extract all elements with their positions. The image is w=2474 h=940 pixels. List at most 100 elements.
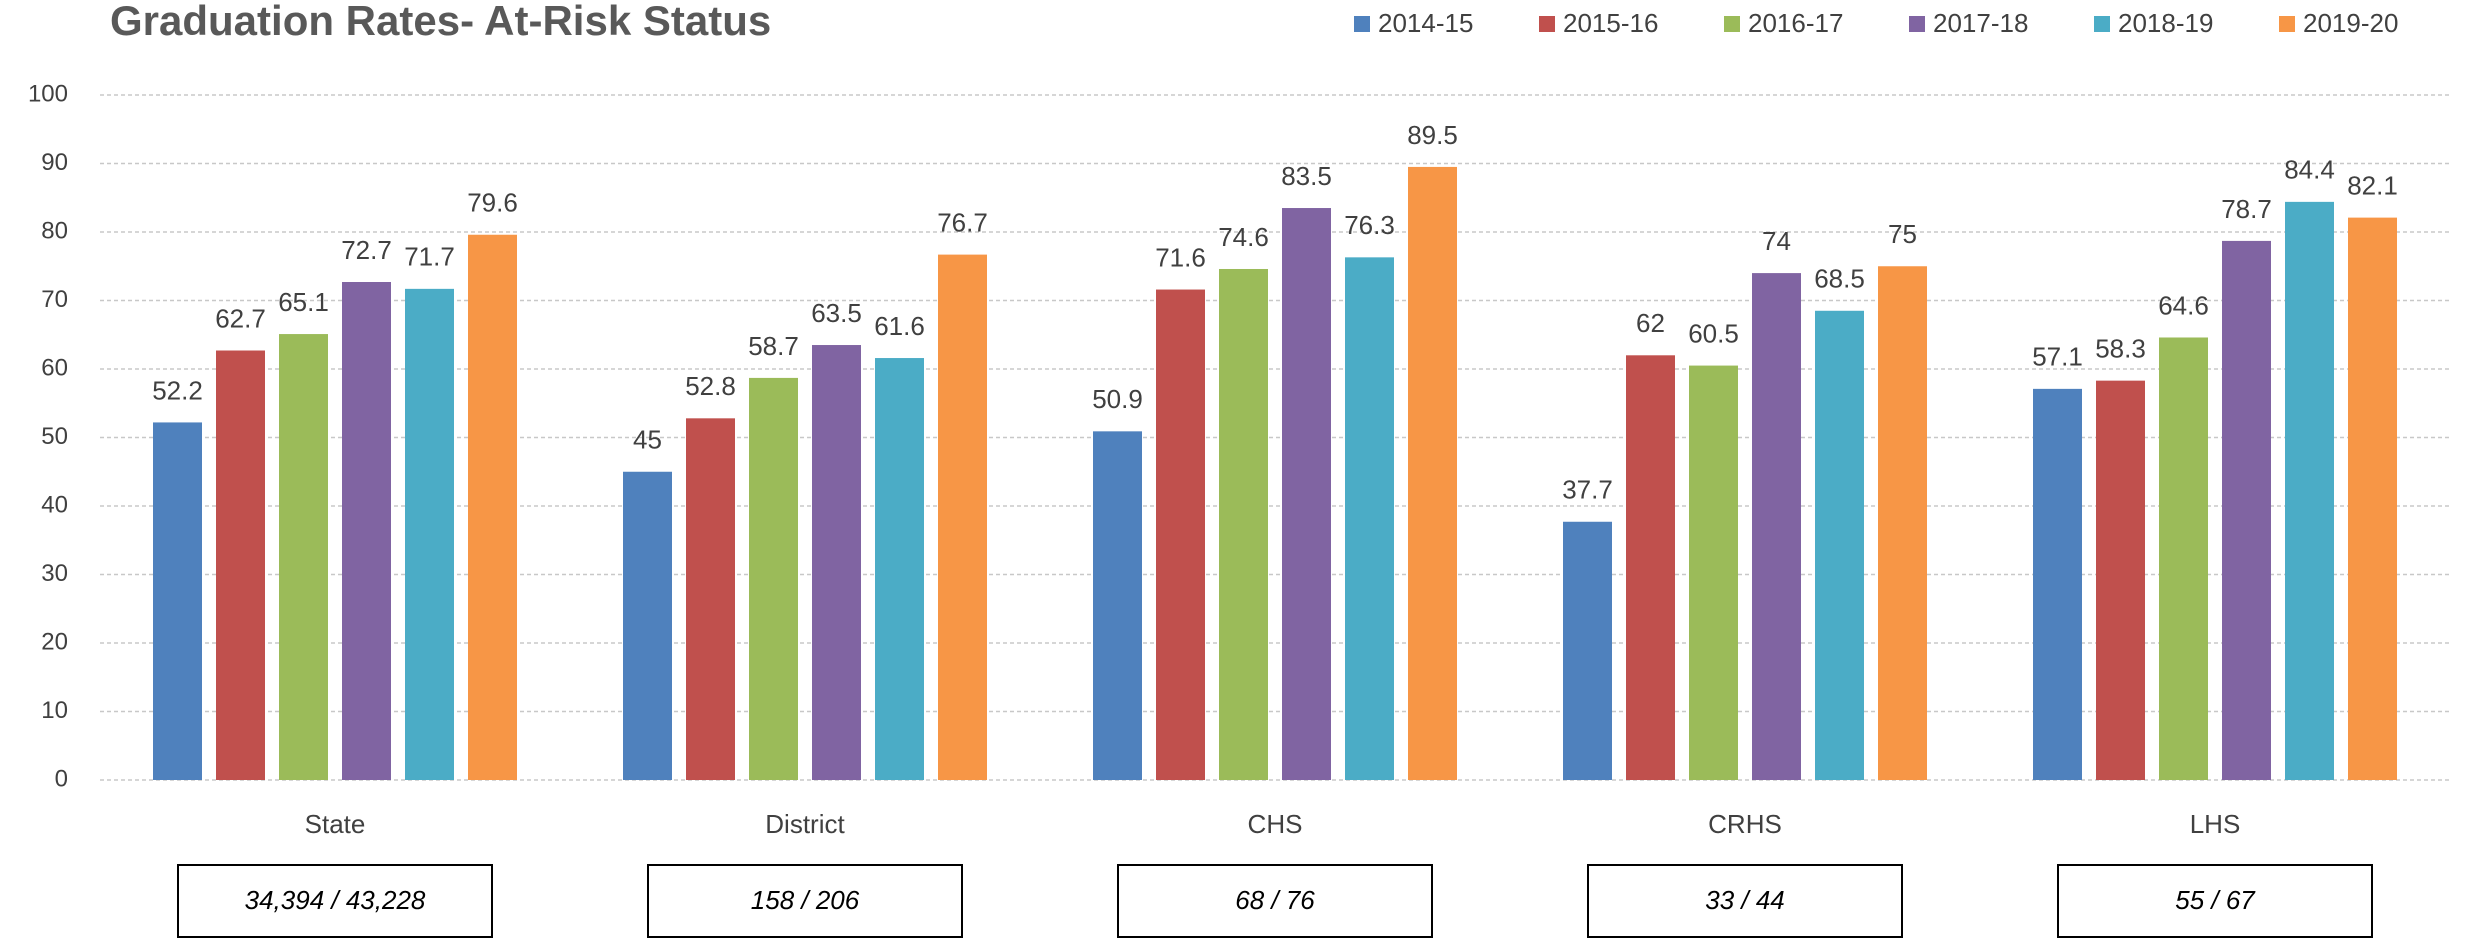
y-tick-label: 10: [41, 697, 68, 724]
y-tick-label: 30: [41, 560, 68, 587]
bar: [1815, 310, 1864, 780]
count-label: 158 / 206: [751, 885, 860, 915]
data-label: 83.5: [1281, 161, 1332, 191]
legend-swatch: [2279, 16, 2295, 32]
bar: [938, 254, 987, 781]
y-tick-label: 60: [41, 354, 68, 381]
y-tick-label: 40: [41, 491, 68, 518]
data-label: 75: [1888, 219, 1917, 249]
bar: [2222, 240, 2271, 780]
legend-label: 2016-17: [1748, 8, 1843, 38]
data-label: 62: [1636, 308, 1665, 338]
bar: [1219, 268, 1268, 780]
bar: [468, 234, 517, 781]
data-label: 89.5: [1407, 120, 1458, 150]
x-tick-label: LHS: [2190, 809, 2241, 839]
data-label: 71.7: [404, 242, 455, 272]
y-tick-label: 90: [41, 149, 68, 176]
data-label: 76.7: [937, 207, 988, 237]
count-label: 55 / 67: [2175, 885, 2256, 915]
data-label: 52.2: [152, 375, 203, 405]
chart-title: Graduation Rates- At-Risk Status: [110, 0, 771, 44]
y-tick-label: 20: [41, 628, 68, 655]
y-tick-label: 80: [41, 217, 68, 244]
data-label: 62.7: [215, 303, 266, 333]
legend-swatch: [1724, 16, 1740, 32]
bar: [2285, 201, 2334, 781]
legend-label: 2015-16: [1563, 8, 1658, 38]
bar: [875, 358, 924, 780]
count-label: 33 / 44: [1705, 885, 1785, 915]
bar: [1093, 431, 1142, 780]
bar: [279, 334, 328, 780]
data-label: 58.7: [748, 331, 799, 361]
data-label: 74.6: [1218, 222, 1269, 252]
bar: [1752, 273, 1801, 780]
data-label: 65.1: [278, 287, 329, 317]
data-label: 68.5: [1814, 264, 1865, 294]
count-box: [177, 864, 493, 938]
y-tick-label: 50: [41, 423, 68, 450]
data-label: 84.4: [2284, 155, 2335, 185]
bar: [1878, 266, 1927, 780]
data-label: 82.1: [2347, 170, 2398, 200]
bar: [216, 350, 265, 780]
y-tick-label: 100: [28, 80, 68, 107]
data-label: 45: [633, 425, 662, 455]
legend-label: 2018-19: [2118, 8, 2213, 38]
data-label: 52.8: [685, 371, 736, 401]
count-box: [1117, 864, 1433, 938]
x-tick-label: District: [765, 809, 845, 839]
bar: [812, 345, 861, 780]
bar: [342, 282, 391, 780]
count-label: 34,394 / 43,228: [245, 885, 426, 915]
bar: [2348, 217, 2397, 781]
count-box: [1587, 864, 1903, 938]
bar: [153, 422, 202, 780]
data-label: 61.6: [874, 311, 925, 341]
legend-swatch: [1539, 16, 1555, 32]
data-label: 72.7: [341, 235, 392, 265]
legend-swatch: [1354, 16, 1370, 32]
legend-label: 2019-20: [2303, 8, 2398, 38]
bar: [1282, 208, 1331, 780]
data-label: 37.7: [1562, 475, 1613, 505]
data-label: 79.6: [467, 188, 518, 218]
bar: [2033, 388, 2082, 780]
x-tick-label: State: [305, 809, 366, 839]
data-label: 78.7: [2221, 194, 2272, 224]
x-tick-label: CHS: [1248, 809, 1303, 839]
bar: [2096, 380, 2145, 780]
y-tick-label: 70: [41, 286, 68, 313]
data-label: 57.1: [2032, 342, 2083, 372]
bar: [686, 418, 735, 780]
legend-label: 2014-15: [1378, 8, 1473, 38]
data-label: 74: [1762, 226, 1791, 256]
bar: [1156, 289, 1205, 780]
bar: [749, 377, 798, 780]
data-label: 71.6: [1155, 242, 1206, 272]
data-label: 63.5: [811, 298, 862, 328]
bar: [1345, 257, 1394, 781]
bar: [1689, 365, 1738, 780]
count-label: 68 / 76: [1235, 885, 1315, 915]
count-box: [647, 864, 963, 938]
count-box: [2057, 864, 2373, 938]
bar: [623, 471, 672, 780]
bar: [2159, 337, 2208, 780]
x-tick-label: CRHS: [1708, 809, 1782, 839]
data-label: 58.3: [2095, 334, 2146, 364]
bar: [405, 288, 454, 780]
y-tick-label: 0: [55, 765, 68, 792]
bar: [1626, 355, 1675, 780]
data-label: 64.6: [2158, 290, 2209, 320]
data-label: 76.3: [1344, 210, 1395, 240]
bar: [1563, 521, 1612, 780]
legend-swatch: [1909, 16, 1925, 32]
legend-label: 2017-18: [1933, 8, 2028, 38]
bar: [1408, 166, 1457, 781]
data-label: 60.5: [1688, 318, 1739, 348]
data-label: 50.9: [1092, 384, 1143, 414]
legend-swatch: [2094, 16, 2110, 32]
